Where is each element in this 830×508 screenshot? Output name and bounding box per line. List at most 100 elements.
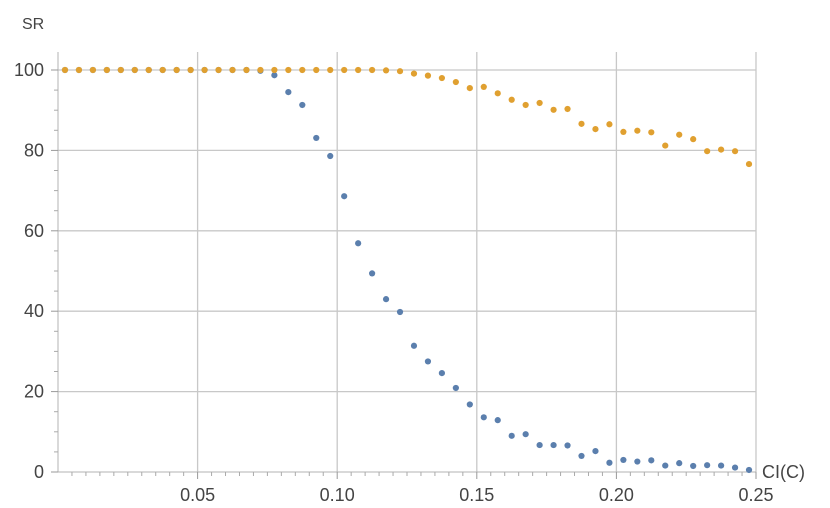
data-point-series-2: [438, 74, 445, 82]
data-point-series-2: [369, 66, 376, 74]
data-point-series-2: [201, 66, 208, 74]
data-point-series-1: [313, 134, 320, 142]
data-point-series-2: [103, 66, 110, 74]
data-point-series-2: [466, 84, 473, 92]
y-tick-label: 20: [24, 382, 44, 402]
data-point-series-1: [592, 447, 599, 455]
data-point-series-1: [299, 101, 306, 109]
data-point-series-2: [620, 128, 627, 136]
data-point-series-2: [410, 70, 418, 77]
data-point-series-1: [662, 462, 669, 469]
data-point-series-2: [424, 72, 432, 79]
data-point-series-2: [745, 160, 753, 168]
data-point-series-1: [648, 457, 655, 464]
x-tick-label: 0.20: [599, 485, 634, 505]
data-point-series-1: [424, 358, 432, 365]
data-point-series-1: [634, 458, 641, 465]
y-tick-label: 100: [14, 60, 44, 80]
data-point-series-2: [480, 83, 487, 90]
data-point-series-2: [522, 101, 529, 109]
x-tick-label: 0.15: [459, 485, 494, 505]
data-point-series-2: [327, 66, 334, 74]
data-point-series-1: [271, 72, 278, 79]
data-point-series-2: [131, 66, 138, 74]
data-point-series-1: [718, 462, 725, 469]
data-point-series-2: [634, 127, 641, 134]
data-point-series-2: [648, 129, 655, 136]
data-point-series-2: [117, 66, 124, 74]
data-point-series-2: [341, 66, 348, 74]
data-point-series-1: [745, 466, 753, 474]
data-point-series-2: [676, 131, 683, 138]
data-point-series-2: [355, 66, 362, 74]
data-point-series-1: [690, 462, 697, 470]
data-point-series-2: [271, 66, 278, 74]
data-point-series-1: [396, 308, 404, 316]
data-point-series-2: [145, 66, 152, 74]
data-point-series-1: [410, 342, 418, 349]
data-point-series-2: [173, 66, 180, 74]
data-point-series-1: [480, 414, 487, 421]
y-axis-title: SR: [22, 16, 44, 33]
data-point-series-2: [299, 66, 306, 74]
tick-labels: 0.05 0.10 0.15 0.20 0.25 0 20 40 60 80 100: [14, 60, 774, 505]
data-point-series-2: [229, 66, 236, 74]
grid-lines: [58, 52, 757, 472]
data-point-series-2: [536, 99, 543, 107]
data-point-series-2: [508, 96, 515, 103]
data-point-series-2: [578, 120, 585, 127]
axes: [57, 52, 756, 473]
data-point-series-1: [369, 270, 376, 277]
data-point-series-2: [159, 66, 166, 74]
data-point-series-2: [550, 106, 557, 113]
data-point-series-2: [313, 66, 320, 74]
data-points: [61, 66, 753, 474]
data-point-series-1: [466, 401, 473, 408]
x-tick-label: 0.05: [180, 485, 215, 505]
data-point-series-1: [606, 459, 613, 466]
data-point-series-1: [341, 193, 348, 200]
y-tick-label: 40: [24, 301, 44, 321]
data-point-series-1: [550, 441, 557, 449]
data-point-series-1: [522, 431, 529, 438]
data-point-series-2: [187, 66, 194, 74]
data-point-series-2: [61, 66, 69, 74]
data-point-series-1: [355, 240, 362, 247]
data-point-series-2: [494, 90, 501, 97]
data-point-series-2: [243, 66, 250, 74]
data-point-series-1: [438, 370, 445, 377]
data-point-series-1: [564, 442, 571, 449]
data-point-series-1: [676, 460, 683, 467]
data-point-series-2: [215, 66, 222, 74]
data-point-series-1: [285, 89, 292, 96]
data-point-series-2: [396, 68, 404, 75]
data-point-series-1: [382, 296, 390, 303]
data-point-series-2: [452, 78, 459, 86]
data-point-series-1: [620, 456, 627, 464]
data-point-series-2: [257, 66, 264, 74]
data-point-series-2: [564, 105, 571, 113]
data-point-series-1: [452, 384, 459, 392]
data-point-series-2: [704, 148, 711, 155]
y-tick-label: 60: [24, 221, 44, 241]
x-tick-label: 0.25: [738, 485, 773, 505]
data-point-series-1: [578, 452, 585, 460]
data-point-series-1: [494, 417, 501, 424]
x-axis-title: CI(C): [762, 462, 805, 482]
data-point-series-2: [718, 146, 725, 153]
x-tick-label: 0.10: [320, 485, 355, 505]
data-point-series-2: [606, 121, 613, 128]
tick-marks: [51, 69, 757, 479]
data-point-series-1: [704, 462, 711, 469]
data-point-series-2: [731, 148, 739, 155]
data-point-series-2: [592, 125, 599, 133]
y-tick-label: 80: [24, 140, 44, 160]
data-point-series-2: [89, 66, 96, 74]
data-point-series-2: [382, 67, 390, 74]
data-point-series-1: [536, 441, 543, 449]
data-point-series-1: [731, 464, 739, 471]
data-point-series-2: [75, 66, 83, 74]
data-point-series-2: [662, 142, 669, 149]
data-point-series-1: [327, 152, 334, 160]
